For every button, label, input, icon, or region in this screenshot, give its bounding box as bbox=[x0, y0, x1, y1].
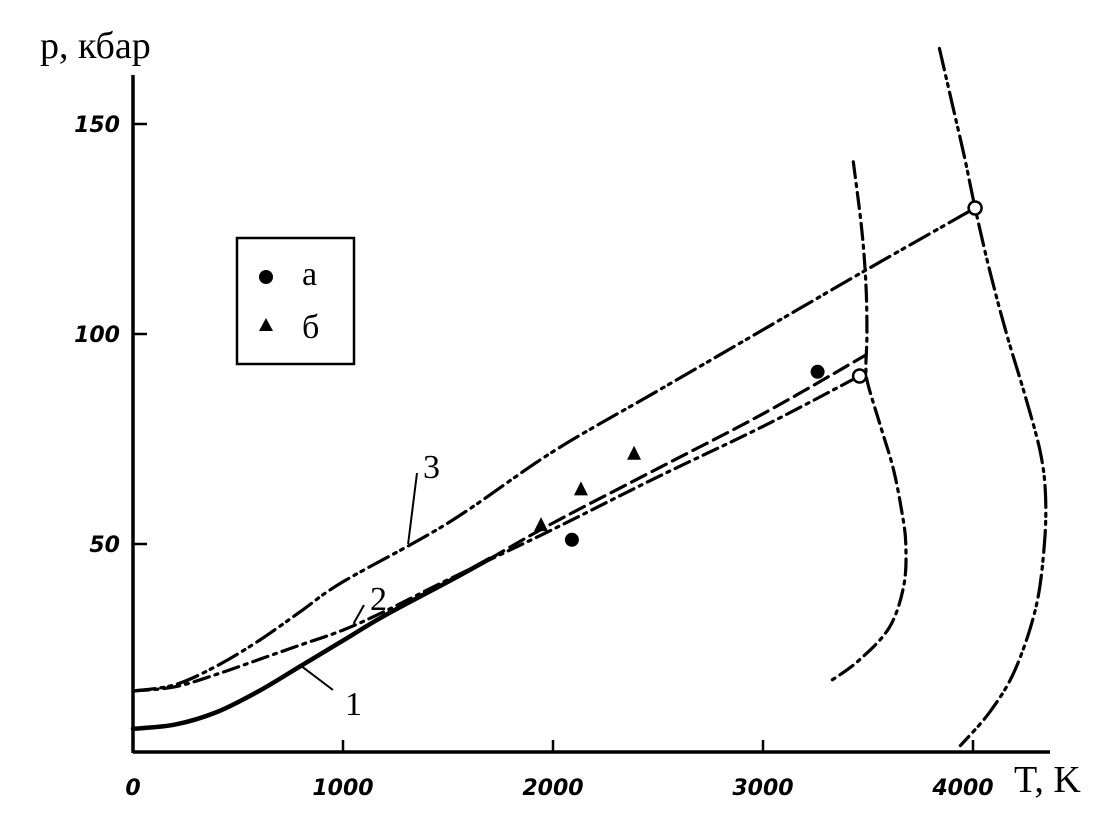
y-tick-label: 50 bbox=[89, 533, 120, 558]
point-a bbox=[564, 532, 579, 547]
curve-label-leader bbox=[300, 665, 334, 691]
x-tick-label: 3000 bbox=[732, 776, 793, 801]
point-a bbox=[810, 364, 825, 379]
point-b bbox=[573, 481, 588, 496]
y-tick-label: 150 bbox=[74, 113, 120, 138]
series-line-melting-left bbox=[826, 160, 908, 685]
open-circle-point bbox=[851, 368, 868, 384]
legend-label-a: а bbox=[302, 256, 317, 293]
series-line-3 bbox=[131, 206, 977, 693]
series-line-melting-right bbox=[937, 46, 1048, 748]
series-line-2 bbox=[131, 374, 862, 693]
legend-marker-circle bbox=[259, 270, 273, 284]
y-tick-label: 100 bbox=[74, 323, 120, 348]
legend-label-b: б bbox=[302, 309, 319, 346]
x-tick-label: 1000 bbox=[312, 776, 373, 801]
legend-box bbox=[235, 236, 356, 366]
point-b bbox=[534, 517, 549, 532]
curve-label-1: 1 bbox=[345, 686, 362, 723]
curve-label-2: 2 bbox=[370, 581, 387, 618]
curve-label-leader bbox=[407, 472, 418, 545]
curve-label-leader bbox=[352, 604, 365, 625]
x-tick-label: 0 bbox=[125, 776, 140, 801]
x-tick-label: 4000 bbox=[931, 776, 993, 801]
y-axis-label: p, кбар bbox=[40, 25, 151, 67]
x-axis-label: T, K bbox=[1014, 759, 1081, 801]
series-line-1-dashed bbox=[488, 353, 868, 561]
legend: а б bbox=[235, 236, 356, 366]
x-tick-label: 2000 bbox=[522, 776, 583, 801]
curve-label-3: 3 bbox=[423, 449, 440, 486]
point-b bbox=[627, 445, 642, 460]
legend-marker-triangle bbox=[259, 318, 273, 331]
axes bbox=[131, 75, 1050, 754]
open-circle-point bbox=[967, 200, 983, 216]
